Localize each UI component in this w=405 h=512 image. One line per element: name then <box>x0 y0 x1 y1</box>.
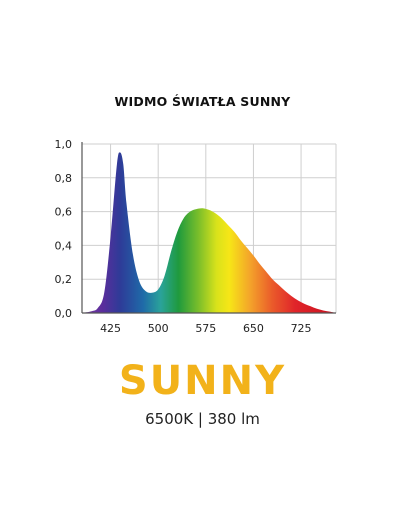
x-tick-label: 650 <box>243 322 264 335</box>
spectrum-area-layer <box>82 152 336 313</box>
y-tick-label: 0,2 <box>55 273 73 286</box>
x-tick-label: 725 <box>291 322 312 335</box>
chart-axes <box>81 142 336 314</box>
spectrum-chart: 0,0 0,2 0,4 0,6 0,8 1,0 425 500 575 650 725 <box>55 138 337 335</box>
y-tick-labels: 0,0 0,2 0,4 0,6 0,8 1,0 <box>55 138 73 320</box>
product-spec: 6500K | 380 lm <box>145 410 260 428</box>
chart-title: WIDMO ŚWIATŁA SUNNY <box>114 94 291 109</box>
y-tick-label: 0,6 <box>55 206 73 219</box>
x-tick-label: 425 <box>100 322 121 335</box>
y-tick-label: 0,4 <box>55 239 73 252</box>
product-name: SUNNY <box>118 358 287 404</box>
spectrum-area <box>82 152 336 313</box>
x-tick-label: 500 <box>148 322 169 335</box>
y-tick-label: 1,0 <box>55 138 73 151</box>
x-tick-label: 575 <box>195 322 216 335</box>
y-tick-label: 0,8 <box>55 172 73 185</box>
y-tick-label: 0,0 <box>55 307 73 320</box>
x-tick-labels: 425 500 575 650 725 <box>100 322 312 335</box>
